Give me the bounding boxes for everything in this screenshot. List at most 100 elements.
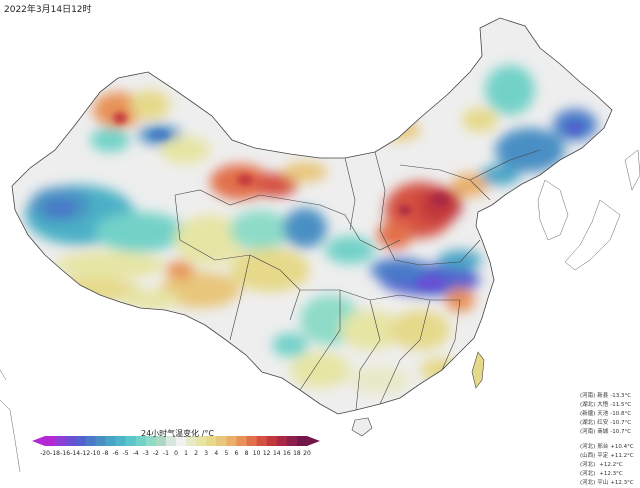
station-province: (新疆) xyxy=(580,411,596,417)
station-value: -13.3°C xyxy=(610,393,632,399)
legend-cell xyxy=(145,436,157,446)
station-province: (湖北) xyxy=(580,420,596,426)
map-timestamp: 2022年3月14日12时 xyxy=(4,5,92,15)
station-row: (河北) 平山 +12.3°C xyxy=(580,479,640,488)
legend-tick-label: -1 xyxy=(162,450,169,457)
islands xyxy=(351,351,485,437)
legend-cell xyxy=(276,436,288,446)
station-province: (河南) xyxy=(580,393,596,399)
legend-tick-label: -3 xyxy=(142,450,149,457)
legend-tick-label: 4 xyxy=(214,450,219,457)
station-row: (河南) 新县 -13.3°C xyxy=(580,392,640,401)
station-name: 红安 xyxy=(597,420,609,426)
legend-cell xyxy=(95,436,106,446)
hainan-island xyxy=(351,417,373,437)
legend-cell xyxy=(55,436,66,446)
station-province: (河北) xyxy=(580,444,596,450)
station-value: -10.8°C xyxy=(610,411,632,417)
legend-tick-label: 10 xyxy=(252,450,261,457)
station-row: (河北) +12.3°C xyxy=(580,470,640,479)
station-value: +10.4°C xyxy=(610,444,634,450)
station-value: +11.2°C xyxy=(610,453,634,459)
legend-cell xyxy=(216,436,227,446)
legend-tick-label: -4 xyxy=(132,450,139,457)
station-province: (河北) xyxy=(580,480,596,486)
legend-ticks: -20 -18 -16 -14 -12 -10 -8 -6 -5 -4 -3 -2 -1 0 1 2 3 4 5 6 8… xyxy=(40,450,315,460)
station-row: (山西) 平定 +11.2°C xyxy=(580,452,640,461)
station-row: (湖北) 大悟 -11.5°C xyxy=(580,401,640,410)
legend-tick-label: 14 xyxy=(272,450,281,457)
legend-tick-label: 1 xyxy=(184,450,188,457)
legend-cell xyxy=(236,436,247,446)
legend-min-arrow xyxy=(32,436,45,446)
legend-cell xyxy=(266,436,278,446)
legend-cell xyxy=(115,436,126,446)
station-value: +12.2°C xyxy=(599,462,623,468)
station-row: (河北) +12.2°C xyxy=(580,461,640,470)
legend-cell xyxy=(246,436,257,446)
legend-tick-label: -16 xyxy=(60,450,71,457)
legend-tick-label: -10 xyxy=(90,450,101,457)
station-value: -10.7°C xyxy=(610,429,632,435)
station-extremes-panel: (河南) 新县 -13.3°C (湖北) 大悟 -11.5°C (新疆) 天池 -10.8°C(… xyxy=(580,392,640,488)
station-name: 平定 xyxy=(597,453,609,459)
legend-cell xyxy=(135,436,147,446)
station-value: +12.3°C xyxy=(610,480,634,486)
station-row: (河南) 商城 -10.7°C xyxy=(580,428,640,437)
temperature-change-map xyxy=(0,17,640,472)
legend-cell xyxy=(286,436,298,446)
station-row: (河北) 邢台 +10.4°C xyxy=(580,443,640,452)
taiwan-island xyxy=(471,351,485,389)
station-name: 新县 xyxy=(597,393,609,399)
legend-cell xyxy=(256,436,267,446)
province-lines xyxy=(174,149,541,411)
legend-tick-label: -18 xyxy=(50,450,60,457)
legend-tick-label: -6 xyxy=(112,450,119,457)
legend-cell xyxy=(125,436,136,446)
station-province: (湖北) xyxy=(580,402,596,408)
neighbor-outlines xyxy=(0,149,640,472)
legend-tick-label: 18 xyxy=(293,450,301,457)
legend-tick-label: 16 xyxy=(283,450,291,457)
legend-cell xyxy=(176,436,187,446)
legend-tick-label: -12 xyxy=(80,450,91,457)
legend-cell xyxy=(165,436,177,446)
legend-tick-label: 0 xyxy=(174,450,178,457)
station-row: (新疆) 天池 -10.8°C xyxy=(580,410,640,419)
station-name: 商城 xyxy=(597,429,609,435)
borders xyxy=(11,17,613,415)
legend-title: 24小时气温变化 /°C xyxy=(140,429,214,438)
legend-tick-label: -5 xyxy=(122,450,129,457)
legend-tick-label: 8 xyxy=(244,450,249,457)
legend-tick-label: 5 xyxy=(224,450,229,457)
legend-colorbar xyxy=(32,436,320,446)
legend-cell xyxy=(206,436,217,446)
legend-tick-label: 3 xyxy=(204,450,209,457)
legend-tick-label: -20 xyxy=(40,450,50,457)
legend-cell xyxy=(155,436,167,446)
legend-cell xyxy=(105,436,116,446)
legend-cell xyxy=(196,436,207,446)
legend-cell xyxy=(85,436,96,446)
legend-cell xyxy=(296,436,308,446)
legend-cell xyxy=(45,436,56,446)
legend-cell xyxy=(75,436,86,446)
legend-cell xyxy=(226,436,237,446)
station-name: 邢台 xyxy=(597,444,609,450)
legend-cells xyxy=(45,436,308,446)
legend-tick-label: -2 xyxy=(152,450,159,457)
legend-tick-label: 12 xyxy=(262,450,271,457)
station-province: (河北) xyxy=(580,462,596,468)
station-value: -11.5°C xyxy=(610,402,632,408)
station-name: 天池 xyxy=(597,411,609,417)
legend-max-arrow xyxy=(307,436,320,446)
legend-tick-label: -8 xyxy=(102,450,109,457)
station-value: -10.7°C xyxy=(610,420,632,426)
legend-tick-label: 6 xyxy=(234,450,239,457)
legend-cell xyxy=(65,436,76,446)
legend-tick-label: -14 xyxy=(70,450,81,457)
legend-tick-label: 2 xyxy=(194,450,199,457)
station-province: (河南) xyxy=(580,429,596,435)
station-province: (山西) xyxy=(580,453,596,459)
station-row: (湖北) 红安 -10.7°C xyxy=(580,419,640,428)
